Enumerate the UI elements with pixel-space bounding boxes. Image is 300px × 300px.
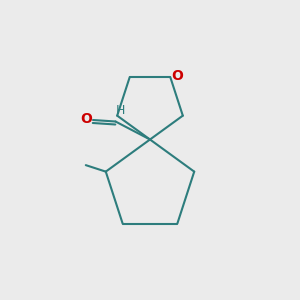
Text: O: O — [80, 112, 92, 126]
Text: H: H — [115, 103, 125, 117]
Text: O: O — [171, 70, 183, 83]
